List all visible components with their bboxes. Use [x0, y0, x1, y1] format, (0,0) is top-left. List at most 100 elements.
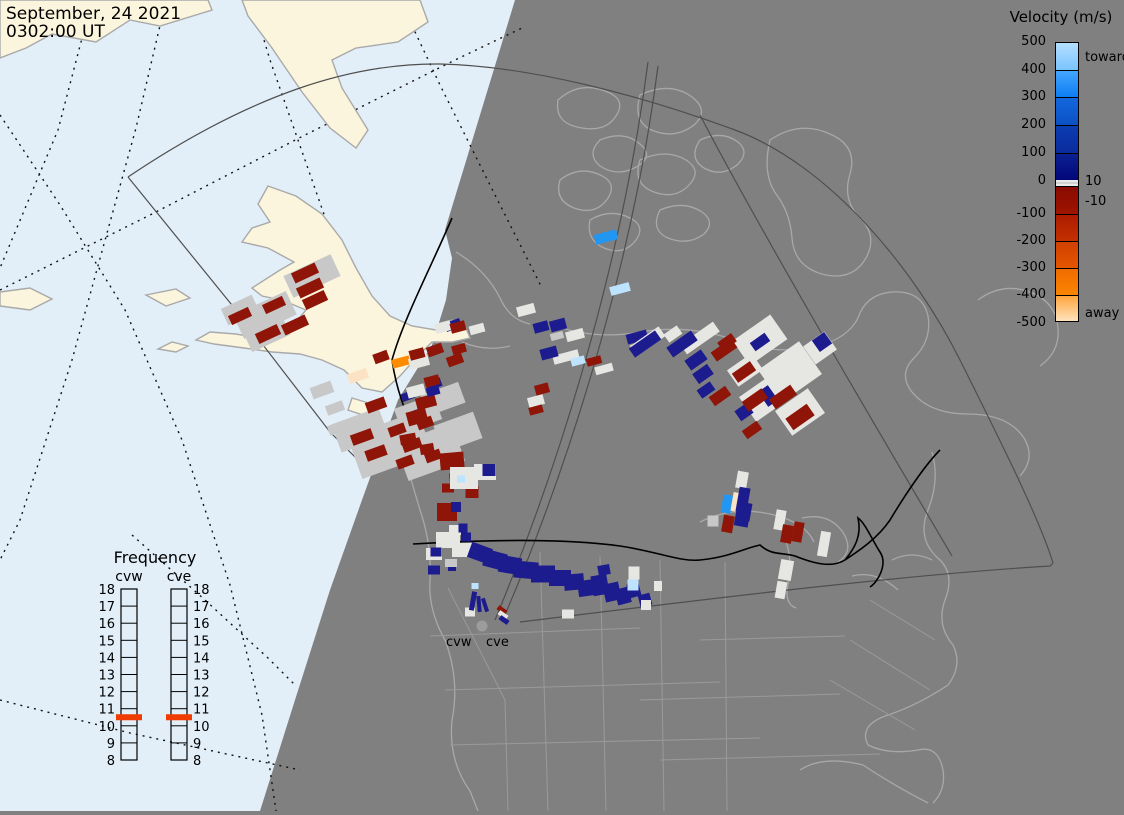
arctic-coast [241, 0, 429, 150]
velocity-cell [549, 330, 565, 342]
frequency-title: Frequency [114, 548, 197, 567]
frequency-tick-label: 8 [193, 754, 201, 769]
colorbar-segment [1055, 69, 1079, 98]
time-label: 0302:00 UT [6, 22, 105, 42]
velocity-cell [364, 444, 388, 462]
frequency-tick-label: 8 [107, 754, 115, 769]
frequency-tick-label: 10 [98, 720, 115, 735]
velocity-cell [785, 403, 815, 431]
day-region [0, 0, 515, 811]
frequency-tick-label: 15 [193, 634, 210, 649]
radar-site-dot [476, 620, 488, 632]
colorbar-segment [1055, 213, 1079, 241]
velocity-cell [708, 385, 732, 407]
frequency-col-cve: cve [167, 569, 192, 585]
date-label: September, 24 2021 [6, 4, 181, 24]
velocity-cell [414, 393, 438, 411]
colorbar-segment [1055, 295, 1079, 323]
velocity-cell [465, 607, 475, 617]
velocity-cell [451, 342, 467, 356]
velocity-cell [419, 442, 435, 456]
frequency-col-cvw: cvw [115, 569, 142, 585]
velocity-cell [593, 229, 619, 245]
frequency-marker [166, 714, 192, 721]
frequency-tick-label: 14 [193, 651, 210, 666]
velocity-cell [280, 314, 310, 336]
magnetic-grid [0, 0, 543, 812]
colorbar-tick-label: 400 [1021, 61, 1046, 77]
radar-label-cve: cve [486, 635, 509, 650]
colorbar-tick-label: 500 [1021, 34, 1046, 49]
velocity-cell [461, 532, 471, 542]
velocity-cell [471, 583, 479, 589]
frequency-tick-label: 11 [98, 703, 115, 718]
frequency-tick-label: 17 [193, 600, 210, 615]
velocity-cell [811, 331, 833, 353]
velocity-cell [408, 347, 426, 361]
velocity-cell [625, 329, 649, 345]
colorbar-neg-label: -10 [1085, 194, 1107, 209]
velocity-cell [439, 451, 465, 471]
velocity-cell [261, 295, 287, 315]
velocity-cell [301, 289, 329, 311]
colorbar-tick-label: 100 [1021, 144, 1046, 160]
frequency-tick-label: 18 [193, 583, 210, 598]
frequency-tick-label: 12 [98, 686, 115, 701]
velocity-cell [720, 494, 734, 514]
velocity-cell [482, 464, 496, 476]
velocity-cell [457, 475, 465, 483]
velocity-cell [680, 321, 720, 355]
velocity-cell [768, 384, 798, 410]
radar-label-cvw: cvw [446, 635, 472, 650]
velocity-cells-layer [220, 229, 837, 625]
velocity-cell [562, 609, 574, 619]
velocity-cell [684, 349, 708, 371]
velocity-cell [597, 564, 611, 576]
colorbar-segment [1055, 186, 1079, 214]
velocity-cell [533, 382, 551, 396]
velocity-cell [428, 565, 440, 575]
velocity-cell [254, 323, 282, 345]
velocity-cell [663, 325, 683, 343]
velocity-cell [816, 530, 832, 558]
velocity-cell [641, 600, 651, 610]
aleutian-island [155, 341, 191, 353]
velocity-cell [423, 374, 441, 388]
frequency-tick-label: 9 [193, 737, 201, 752]
velocity-cell [741, 420, 763, 440]
velocity-cell [324, 400, 346, 416]
velocity-cell [449, 320, 467, 334]
velocity-cell [372, 349, 390, 365]
velocity-cell [548, 317, 568, 333]
velocity-cell [468, 322, 486, 336]
velocity-cell [445, 352, 465, 368]
frequency-tick-label: 13 [98, 669, 115, 684]
velocity-cell [614, 586, 632, 606]
velocity-cell [498, 615, 510, 625]
colorbar-toward-label: toward [1085, 50, 1124, 65]
velocity-cell [585, 355, 603, 367]
velocity-cell [452, 543, 472, 557]
velocity-cell [395, 454, 415, 470]
velocity-cell [430, 547, 442, 557]
velocity-cell [346, 367, 370, 385]
frequency-tick-label: 16 [98, 617, 115, 632]
frequency-marker [116, 714, 142, 721]
colorbar-segment [1055, 268, 1079, 296]
velocity-cell [628, 330, 662, 358]
colorbar-tick-label: -100 [1016, 205, 1046, 221]
frequency-tick-label: 15 [98, 634, 115, 649]
velocity-cell [627, 579, 639, 591]
frequency-panel: Frequency cvw cve 18 17 16 15 14 13 12 11 10 9 8 18… [98, 548, 209, 769]
frequency-tick-label: 18 [98, 583, 115, 598]
frequency-tick-label: 9 [107, 737, 115, 752]
colorbar-groundscatter-band [1055, 180, 1079, 187]
velocity-cell [405, 383, 427, 399]
colorbar-segment [1055, 42, 1079, 70]
velocity-cell [442, 483, 454, 493]
velocity-cell [733, 510, 751, 528]
velocity-cell [349, 428, 375, 446]
island-small [143, 288, 192, 307]
velocity-cell [735, 470, 749, 490]
